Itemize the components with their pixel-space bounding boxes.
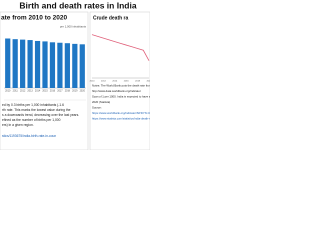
bar: [72, 43, 78, 88]
bar: [79, 44, 85, 88]
x-tick-label: 2012: [20, 90, 26, 93]
x-tick-label: 2017: [57, 90, 63, 93]
bar: [64, 43, 70, 88]
line: [91, 34, 150, 61]
x-tick-label: 2015: [42, 90, 48, 93]
bar: [34, 40, 41, 88]
bar: [57, 42, 63, 88]
bar: [12, 39, 18, 88]
dashboard: Birth and death rates in India ate from …: [0, 0, 150, 150]
x-tick-label: 2016: [50, 90, 56, 93]
x-tick-label: 2010: [5, 90, 11, 93]
x-tick-label: 2018: [135, 81, 141, 83]
note-text: rth rate. This marks the lowest value du…: [2, 108, 71, 112]
note-text: Source:: [92, 106, 102, 110]
note-text: 2020 (Statista): [92, 100, 110, 104]
note-text: https://www.statista.com/statistics/indi…: [92, 117, 150, 121]
x-tick-label: 2016: [124, 81, 130, 83]
bar: [27, 40, 33, 88]
x-tick-label: 2014: [112, 81, 118, 83]
bar: [20, 39, 26, 88]
x-tick-label: 2012: [101, 81, 107, 83]
note-text: ers) in a given region.: [2, 123, 34, 127]
page-title: Birth and death rates in India: [19, 0, 136, 10]
note-text: http://www.data.worldbank.org/indicator: [92, 89, 141, 93]
x-tick-label: 2019: [72, 90, 78, 93]
unit-note: per 1,000 inhabitants: [60, 25, 87, 29]
right-panel: [89, 11, 150, 150]
x-tick-label: 2010: [90, 81, 96, 83]
note-text: https://www.worldbank.org/indicator/SP.D…: [92, 111, 150, 115]
source-link: stics/1193675/india-birth-rate-in-coun: [2, 134, 56, 138]
bar: [5, 38, 11, 88]
note-text: Notes: The World Bank puts the death rat…: [92, 84, 150, 88]
note-text: efined as the number of births per 1,000: [2, 118, 61, 122]
x-tick-label: 2014: [35, 90, 41, 93]
line-chart-title: Crude death ra: [93, 15, 129, 21]
x-tick-label: 2013: [27, 90, 33, 93]
note-text: ed by 0.3 births per 1,000 inhabitants (…: [2, 103, 64, 107]
x-tick-label: 2011: [13, 90, 19, 93]
bar: [49, 42, 56, 88]
x-tick-label: 2020: [80, 90, 86, 93]
note-text: Scan of 1 per 1000. India is expected to…: [92, 95, 150, 99]
bar-chart-title: ate from 2010 to 2020: [1, 15, 68, 22]
x-tick-label: 2020: [147, 81, 150, 83]
x-tick-label: 2018: [65, 90, 71, 93]
bar: [42, 41, 48, 88]
note-text: s a downwards trend, decreasing over the…: [2, 113, 79, 117]
